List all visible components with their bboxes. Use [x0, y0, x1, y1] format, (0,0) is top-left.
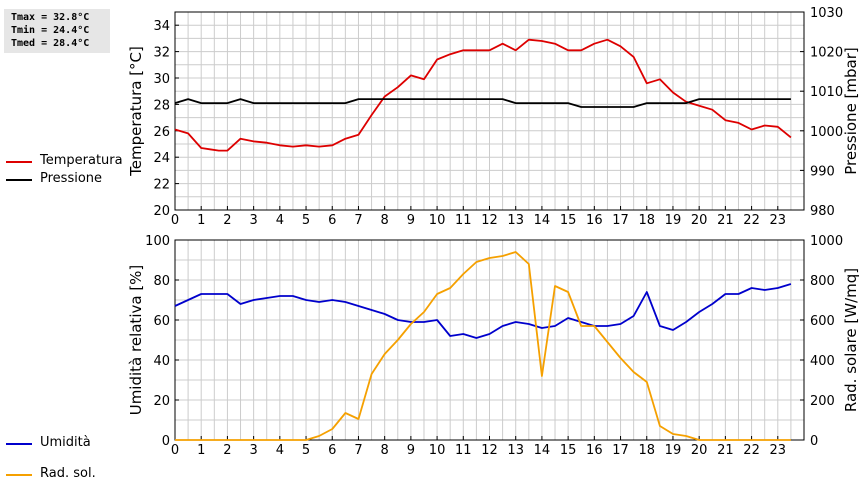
- x-tick-label: 21: [717, 213, 734, 228]
- x-tick-label: 16: [586, 443, 603, 458]
- y-tick-label: 26: [153, 125, 170, 140]
- x-tick-label: 12: [481, 213, 498, 228]
- y2-axis-title: Rad. solare [W/mq]: [842, 268, 860, 412]
- y2-tick-label: 1010: [810, 85, 843, 100]
- y-tick-label: 32: [153, 46, 170, 61]
- x-tick-label: 6: [328, 443, 336, 458]
- x-tick-label: 22: [743, 443, 760, 458]
- y-tick-label: 100: [145, 234, 170, 249]
- x-tick-label: 8: [381, 443, 389, 458]
- x-tick-label: 0: [171, 213, 179, 228]
- stats-tmin: Tmin = 24.4°C: [11, 25, 90, 36]
- y2-tick-label: 0: [810, 434, 818, 449]
- y2-tick-label: 200: [810, 394, 835, 409]
- x-tick-label: 4: [276, 213, 284, 228]
- y2-tick-label: 1000: [810, 125, 843, 140]
- x-tick-label: 16: [586, 213, 603, 228]
- legend-swatch-pressure: [6, 179, 32, 181]
- series-line-rad-sol-: [175, 251, 791, 441]
- legend-swatch-radiation: [6, 474, 32, 476]
- x-tick-label: 6: [328, 213, 336, 228]
- x-tick-label: 18: [638, 443, 655, 458]
- x-tick-label: 22: [743, 213, 760, 228]
- y-axis-title: Umidità relativa [%]: [127, 265, 145, 416]
- x-tick-label: 20: [691, 443, 708, 458]
- y2-tick-label: 800: [810, 274, 835, 289]
- x-tick-label: 0: [171, 443, 179, 458]
- x-tick-label: 7: [354, 213, 362, 228]
- stats-tmax: Tmax = 32.8°C: [11, 12, 90, 23]
- x-tick-label: 19: [665, 443, 682, 458]
- x-tick-label: 2: [223, 213, 231, 228]
- x-tick-label: 15: [560, 443, 577, 458]
- legend-label-radiation: Rad. sol.: [40, 466, 96, 481]
- y-tick-label: 30: [153, 72, 170, 87]
- x-tick-label: 15: [560, 213, 577, 228]
- x-tick-label: 14: [534, 213, 551, 228]
- legend-label-pressure: Pressione: [40, 171, 103, 186]
- series-line-umidit-: [174, 283, 792, 339]
- y2-tick-label: 1030: [810, 6, 843, 21]
- x-tick-label: 2: [223, 443, 231, 458]
- y-axis-title: Temperatura [°C]: [127, 46, 145, 177]
- y-tick-label: 22: [153, 178, 170, 193]
- x-tick-label: 9: [407, 213, 415, 228]
- x-tick-label: 20: [691, 213, 708, 228]
- y-tick-label: 60: [153, 314, 170, 329]
- weather-charts: 0 1 2 3 4 5 6 7 8 9 10 11 12 13 14 15 16 17 18 19 20 21 22 2320…: [127, 6, 860, 458]
- x-tick-label: 11: [455, 213, 472, 228]
- stats-box: Tmax = 32.8°C Tmin = 24.4°C Tmed = 28.4°…: [4, 9, 110, 53]
- x-tick-label: 17: [612, 213, 629, 228]
- x-tick-label: 23: [770, 213, 787, 228]
- y-tick-label: 28: [153, 98, 170, 113]
- y2-tick-label: 1020: [810, 46, 843, 61]
- x-tick-label: 5: [302, 443, 310, 458]
- x-tick-label: 3: [249, 443, 257, 458]
- x-tick-label: 8: [381, 213, 389, 228]
- x-tick-label: 14: [534, 443, 551, 458]
- y2-tick-label: 600: [810, 314, 835, 329]
- x-tick-label: 5: [302, 213, 310, 228]
- x-tick-label: 1: [197, 443, 205, 458]
- x-tick-label: 19: [665, 213, 682, 228]
- x-tick-label: 7: [354, 443, 362, 458]
- x-tick-label: 21: [717, 443, 734, 458]
- legend-swatch-temperature: [6, 161, 32, 163]
- stats-tmed: Tmed = 28.4°C: [11, 38, 90, 49]
- y2-tick-label: 1000: [810, 234, 843, 249]
- legend-swatch-humidity: [6, 443, 32, 445]
- x-tick-label: 13: [507, 213, 524, 228]
- y2-tick-label: 400: [810, 354, 835, 369]
- series-line-pressione: [174, 98, 791, 108]
- x-tick-label: 4: [276, 443, 284, 458]
- legend-item-humidity: Umidità: [6, 435, 126, 453]
- x-tick-label: 11: [455, 443, 472, 458]
- series-line-temperatura: [174, 38, 792, 152]
- legend-item-radiation: Rad. sol.: [6, 466, 126, 484]
- x-tick-label: 1: [197, 213, 205, 228]
- x-tick-label: 12: [481, 443, 498, 458]
- legend-label-temperature: Temperatura: [40, 153, 123, 168]
- x-tick-label: 9: [407, 443, 415, 458]
- y-tick-label: 20: [153, 394, 170, 409]
- x-tick-label: 18: [638, 213, 655, 228]
- x-tick-label: 23: [770, 443, 787, 458]
- x-tick-label: 10: [429, 213, 446, 228]
- y-tick-label: 34: [153, 19, 170, 34]
- x-tick-label: 10: [429, 443, 446, 458]
- y-tick-label: 20: [153, 204, 170, 219]
- y-tick-label: 0: [162, 434, 170, 449]
- y2-tick-label: 990: [810, 164, 835, 179]
- y-tick-label: 80: [153, 274, 170, 289]
- x-tick-label: 13: [507, 443, 524, 458]
- y2-tick-label: 980: [810, 204, 835, 219]
- legend-label-humidity: Umidità: [40, 435, 91, 450]
- y2-axis-title: Pressione [mbar]: [842, 47, 860, 175]
- x-tick-label: 3: [249, 213, 257, 228]
- y-tick-label: 24: [153, 151, 170, 166]
- x-tick-label: 17: [612, 443, 629, 458]
- y-tick-label: 40: [153, 354, 170, 369]
